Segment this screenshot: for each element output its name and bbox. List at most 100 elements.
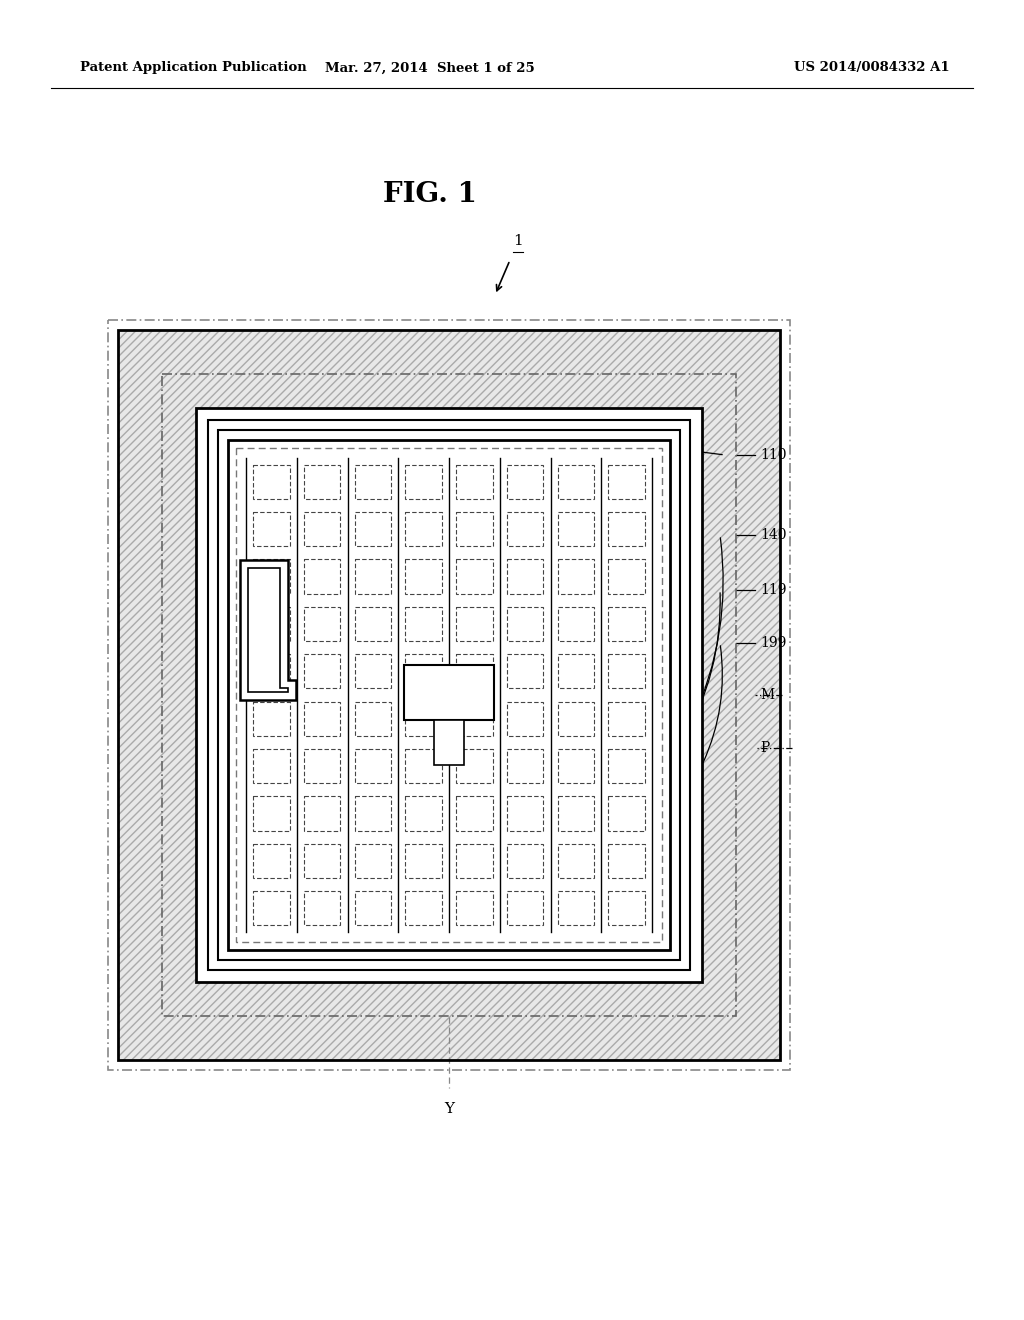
Bar (253, 607, 290, 642)
Bar (608, 465, 645, 499)
Bar (507, 512, 544, 546)
Bar (304, 465, 340, 499)
Bar (608, 607, 645, 642)
Bar (507, 702, 544, 735)
Bar (608, 702, 645, 735)
Bar (354, 843, 391, 878)
Bar (406, 748, 442, 783)
Bar (456, 512, 493, 546)
Bar (558, 607, 594, 642)
Bar (456, 796, 493, 830)
Bar (608, 748, 645, 783)
Bar (304, 843, 340, 878)
Bar (558, 748, 594, 783)
Bar (406, 607, 442, 642)
Bar (162, 374, 736, 1016)
Bar (558, 891, 594, 925)
Bar (558, 512, 594, 546)
Bar (208, 420, 690, 970)
Bar (608, 560, 645, 594)
Bar (507, 655, 544, 688)
Bar (253, 702, 290, 735)
Bar (253, 796, 290, 830)
Bar (507, 607, 544, 642)
Bar (608, 796, 645, 830)
Bar (354, 748, 391, 783)
Bar (162, 374, 736, 1016)
Bar (354, 465, 391, 499)
Bar (406, 891, 442, 925)
Text: 119: 119 (760, 583, 786, 597)
Bar (162, 374, 736, 1016)
Bar (108, 319, 790, 1071)
Bar (253, 512, 290, 546)
Bar (253, 655, 290, 688)
Text: Patent Application Publication: Patent Application Publication (80, 62, 307, 74)
Text: Y: Y (444, 1102, 454, 1115)
Bar (456, 748, 493, 783)
Bar (456, 560, 493, 594)
Bar (304, 702, 340, 735)
Bar (507, 891, 544, 925)
Bar (253, 843, 290, 878)
Text: 199: 199 (760, 636, 786, 649)
Bar (558, 465, 594, 499)
Bar (406, 655, 442, 688)
Bar (507, 796, 544, 830)
Bar (304, 748, 340, 783)
Bar (507, 843, 544, 878)
Bar (304, 607, 340, 642)
Text: 1: 1 (513, 234, 523, 248)
Bar (354, 560, 391, 594)
Bar (507, 560, 544, 594)
Bar (608, 512, 645, 546)
Bar (608, 843, 645, 878)
Bar (406, 702, 442, 735)
Bar (228, 440, 670, 950)
Bar (406, 560, 442, 594)
Bar (354, 607, 391, 642)
Bar (558, 702, 594, 735)
Bar (456, 607, 493, 642)
Text: Mar. 27, 2014  Sheet 1 of 25: Mar. 27, 2014 Sheet 1 of 25 (326, 62, 535, 74)
Bar (304, 796, 340, 830)
Bar (196, 408, 702, 982)
Bar (558, 843, 594, 878)
Text: US 2014/0084332 A1: US 2014/0084332 A1 (795, 62, 950, 74)
Bar (406, 465, 442, 499)
Text: 140: 140 (760, 528, 786, 543)
Bar (434, 719, 464, 766)
Bar (406, 796, 442, 830)
Bar (253, 560, 290, 594)
Bar (456, 843, 493, 878)
Bar (354, 512, 391, 546)
Bar (304, 655, 340, 688)
Bar (354, 702, 391, 735)
Bar (456, 702, 493, 735)
Bar (608, 891, 645, 925)
Bar (507, 465, 544, 499)
Bar (118, 330, 780, 1060)
Bar (354, 891, 391, 925)
Text: M: M (760, 688, 774, 702)
Polygon shape (248, 568, 288, 692)
Bar (218, 430, 680, 960)
Bar (558, 560, 594, 594)
Bar (304, 512, 340, 546)
Text: FIG. 1: FIG. 1 (383, 181, 477, 209)
Text: 110: 110 (760, 447, 786, 462)
Bar (118, 330, 780, 1060)
Bar (404, 665, 494, 719)
Bar (608, 655, 645, 688)
Bar (456, 655, 493, 688)
Bar (196, 408, 702, 982)
Bar (253, 891, 290, 925)
Bar (354, 796, 391, 830)
Polygon shape (240, 560, 296, 700)
Bar (558, 655, 594, 688)
Bar (304, 891, 340, 925)
Bar (456, 465, 493, 499)
Bar (507, 748, 544, 783)
Bar (253, 748, 290, 783)
Bar (236, 447, 662, 942)
